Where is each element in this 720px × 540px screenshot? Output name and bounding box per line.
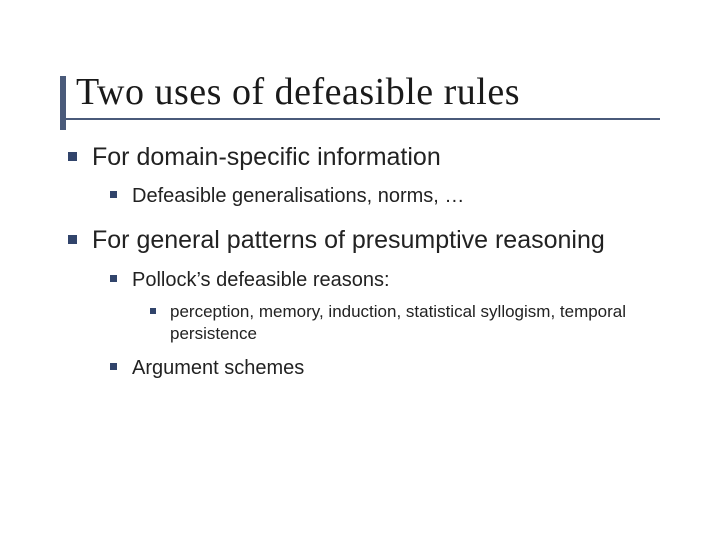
bullet-text: Defeasible generalisations, norms, … — [132, 185, 464, 207]
title-accent-bar — [60, 76, 66, 130]
bullet-list-lvl2: Pollock’s defeasible reasons: perception… — [92, 267, 680, 381]
list-item: Defeasible generalisations, norms, … — [132, 183, 680, 209]
slide: Two uses of defeasible rules For domain-… — [0, 0, 720, 540]
list-item: Argument schemes — [132, 355, 680, 381]
list-item: For general patterns of presumptive reas… — [92, 225, 680, 380]
bullet-list-lvl3: perception, memory, induction, statistic… — [132, 301, 680, 345]
title-underline — [60, 118, 660, 120]
bullet-text: For domain-specific information — [92, 143, 441, 171]
title-wrap: Two uses of defeasible rules — [60, 70, 680, 114]
list-item: perception, memory, induction, statistic… — [170, 301, 680, 345]
bullet-text: For general patterns of presumptive reas… — [92, 226, 605, 254]
slide-title: Two uses of defeasible rules — [60, 70, 680, 114]
bullet-text: Argument schemes — [132, 357, 304, 379]
list-item: Pollock’s defeasible reasons: perception… — [132, 267, 680, 345]
bullet-text: Pollock’s defeasible reasons: — [132, 269, 390, 291]
bullet-text: perception, memory, induction, statistic… — [170, 302, 626, 343]
bullet-list-lvl1: For domain-specific information Defeasib… — [60, 142, 680, 381]
bullet-list-lvl2: Defeasible generalisations, norms, … — [92, 183, 680, 209]
list-item: For domain-specific information Defeasib… — [92, 142, 680, 209]
